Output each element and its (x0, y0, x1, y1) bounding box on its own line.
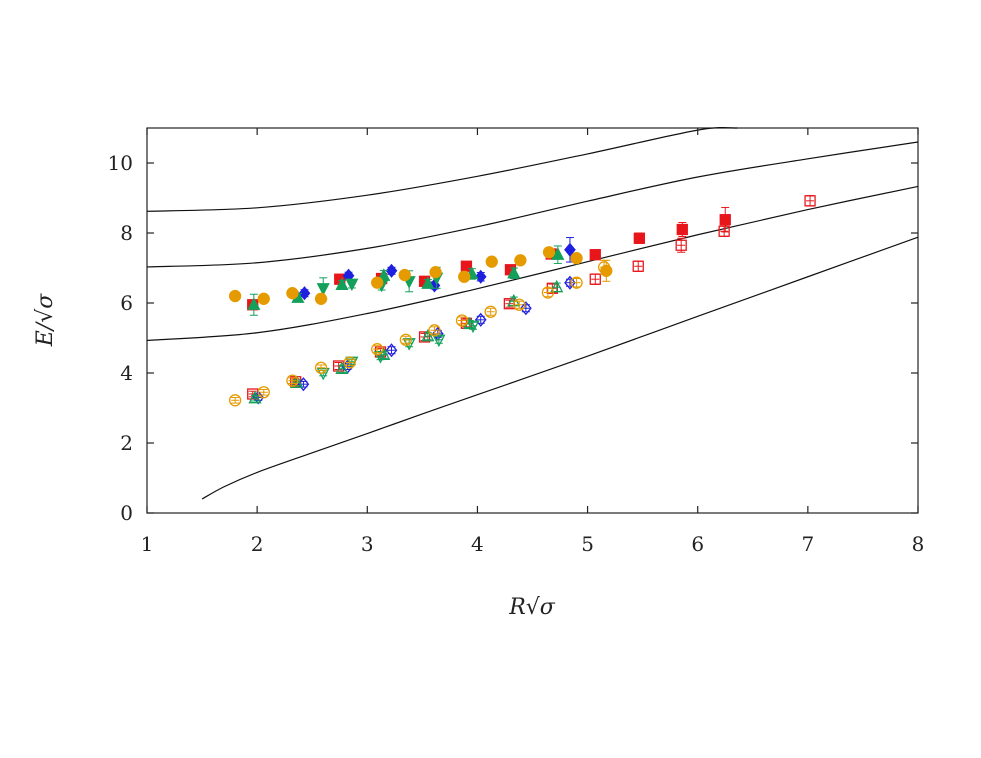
theory-curve (146, 185, 919, 342)
series-9 (228, 259, 611, 407)
data-point-open-circle (286, 374, 299, 387)
data-point-filled-circle (257, 292, 270, 305)
y-tick-label: 2 (120, 431, 133, 455)
theory-curves (146, 126, 919, 500)
data-point-open-square (418, 331, 431, 343)
data-point-open-circle (228, 394, 242, 407)
data-point-open-circle (484, 305, 497, 318)
data-point-filled-circle (286, 287, 299, 300)
data-point-filled-triangle-up (421, 276, 435, 289)
data-point-filled-square (719, 214, 731, 226)
data-point-filled-triangle-down (345, 278, 359, 292)
data-point-open-circle (513, 298, 526, 311)
theory-curve (146, 126, 738, 212)
data-point-filled-diamond (385, 263, 398, 278)
data-point-open-diamond (564, 275, 576, 290)
data-point-open-circle (257, 386, 270, 399)
data-point-open-diamond (474, 312, 487, 327)
data-point-filled-circle (458, 270, 471, 283)
data-point-filled-square (676, 223, 688, 236)
data-point-filled-square (589, 249, 601, 261)
x-tick-label: 7 (801, 532, 814, 556)
data-point-filled-circle (371, 276, 384, 289)
data-points (228, 195, 816, 407)
x-axis-label: R√σ (508, 595, 556, 620)
x-tick-label: 5 (581, 532, 594, 556)
data-point-open-circle (343, 356, 356, 369)
x-tick-label: 4 (471, 532, 484, 556)
data-point-open-diamond (520, 301, 532, 316)
data-point-open-square (718, 225, 730, 237)
x-tick-label: 6 (691, 532, 704, 556)
data-point-open-triangle-down (402, 338, 416, 351)
data-point-filled-diamond (474, 269, 487, 284)
data-point-open-square (589, 273, 601, 285)
data-point-open-square (247, 388, 259, 400)
data-point-open-triangle-up (290, 375, 304, 388)
y-tick-label: 4 (120, 361, 133, 385)
data-point-open-triangle-up (335, 361, 349, 374)
data-point-filled-square (460, 260, 473, 272)
data-point-open-square (675, 239, 687, 251)
data-point-filled-circle (398, 268, 411, 282)
y-axis-label: E/√σ (33, 293, 58, 347)
data-point-filled-triangle-down (316, 283, 330, 296)
y-tick-label: 10 (108, 151, 133, 175)
data-point-open-triangle-down (466, 320, 480, 334)
plot-frame (146, 127, 919, 514)
data-point-filled-circle (514, 254, 527, 267)
data-point-open-diamond (385, 343, 398, 358)
y-tick-label: 6 (120, 291, 133, 315)
data-point-open-triangle-down (373, 351, 388, 364)
y-tick-label: 8 (120, 221, 133, 245)
series-4 (228, 246, 613, 305)
y-tick-label: 0 (120, 501, 133, 525)
data-point-filled-circle (429, 266, 442, 279)
data-point-filled-triangle-up (335, 277, 349, 290)
data-point-open-circle (428, 324, 441, 337)
x-tick-label: 1 (141, 532, 154, 556)
x-tick-label: 2 (251, 532, 264, 556)
data-point-filled-circle (228, 289, 242, 303)
data-point-filled-triangle-up (507, 265, 521, 279)
x-axis-ticks: 1 2 3 4 5 6 7 8 (141, 128, 925, 556)
data-point-filled-diamond (298, 286, 311, 301)
data-point-open-triangle-up (550, 279, 564, 293)
data-point-open-circle (570, 276, 583, 289)
data-point-open-circle (455, 314, 469, 327)
data-point-open-triangle-up (248, 390, 262, 404)
data-point-open-square (632, 260, 644, 272)
data-point-filled-circle (485, 255, 498, 268)
data-point-open-triangle-up (421, 328, 435, 342)
data-point-open-circle (399, 333, 412, 346)
data-point-filled-circle (314, 292, 328, 305)
data-point-filled-circle (542, 246, 556, 259)
data-point-filled-triangle-up (247, 297, 261, 310)
series-5 (247, 195, 816, 400)
x-tick-label: 3 (361, 532, 374, 556)
data-point-open-circle (597, 261, 611, 274)
data-point-open-square (804, 195, 816, 207)
x-tick-label: 8 (912, 532, 925, 556)
data-point-filled-circle (570, 252, 583, 265)
data-point-open-circle (314, 361, 328, 374)
data-point-filled-diamond (564, 242, 576, 257)
theory-curve (201, 236, 919, 500)
data-point-open-circle (371, 343, 384, 356)
data-point-filled-square (633, 232, 645, 244)
data-point-filled-triangle-up (551, 247, 565, 260)
data-point-open-circle (541, 286, 555, 299)
theory-curve (146, 141, 919, 268)
y-axis-ticks: 0 2 4 6 8 10 (108, 151, 918, 525)
data-point-open-triangle-down (432, 334, 446, 348)
